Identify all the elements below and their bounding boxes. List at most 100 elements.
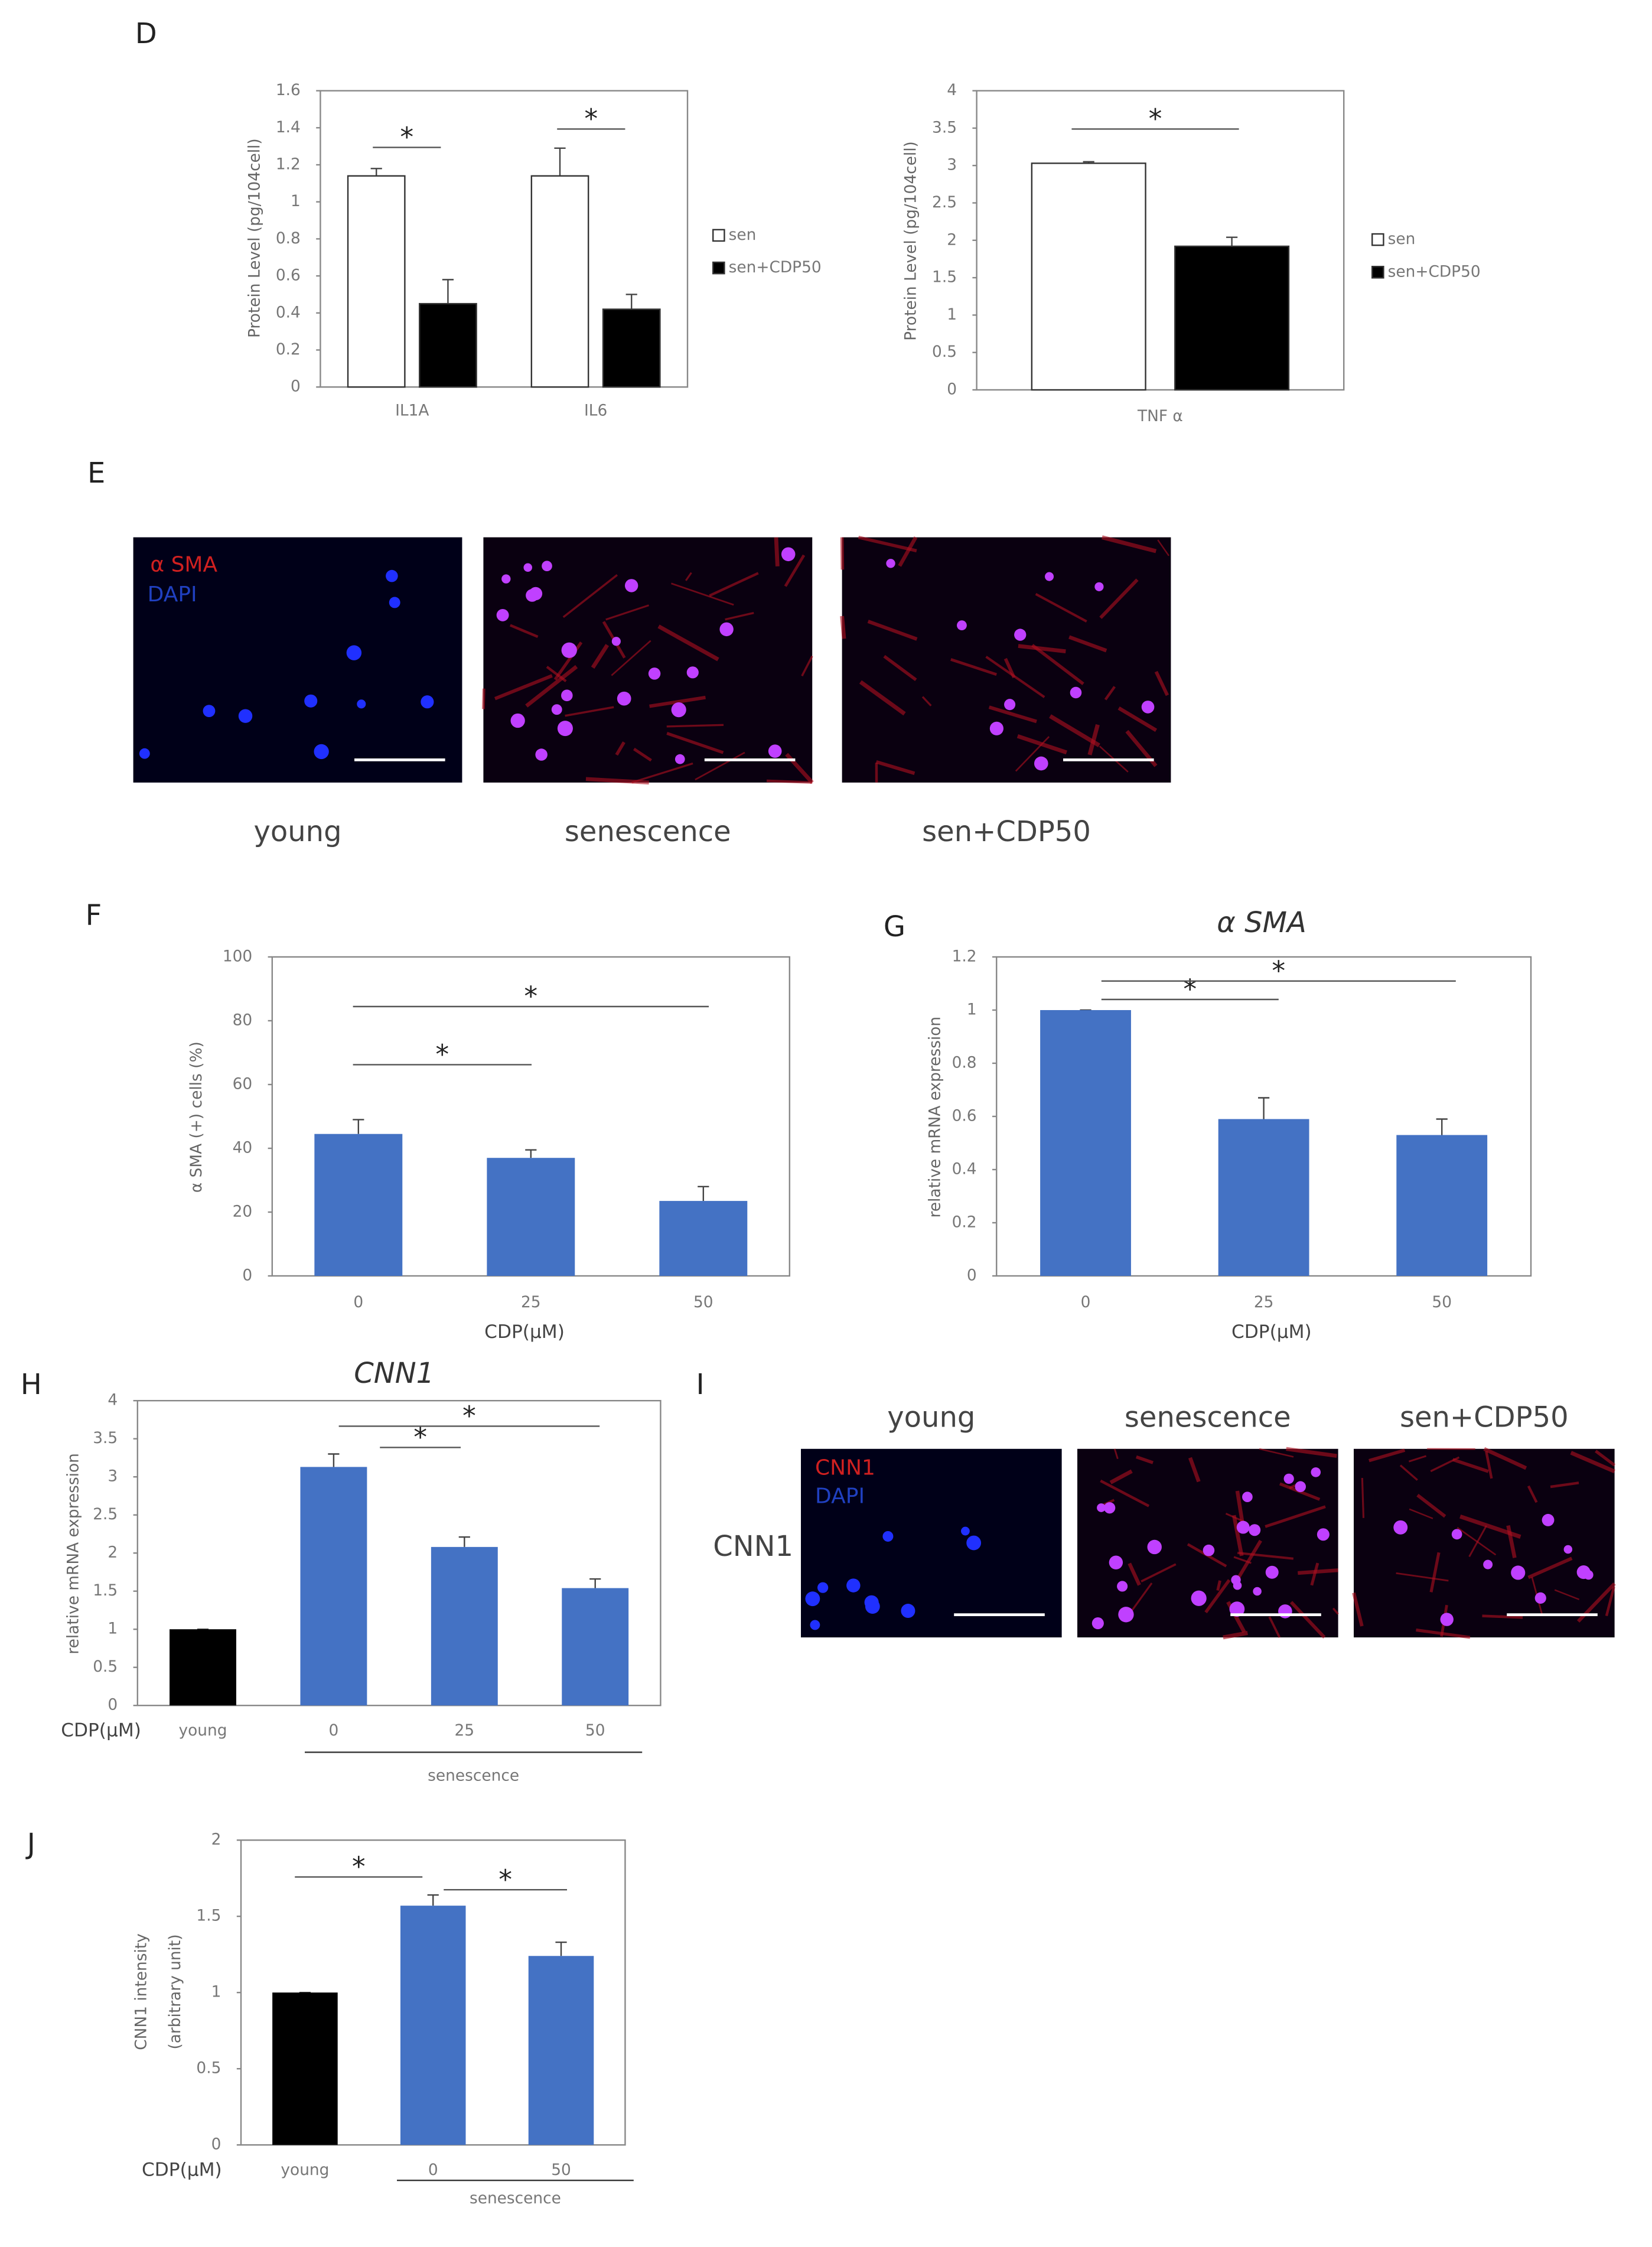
y-axis-label: CNN1 intensity [132, 1933, 151, 2050]
y-tick-label: 0.8 [276, 229, 301, 248]
significance-star: * [584, 103, 598, 135]
nucleus [989, 721, 1003, 735]
bar [347, 175, 406, 388]
fiber [898, 536, 918, 567]
nucleus [139, 748, 150, 759]
panel-letter: F [86, 899, 102, 932]
y-tick-label: 1 [291, 192, 301, 210]
nucleus [781, 547, 796, 562]
fiber [1235, 1490, 1245, 1526]
significance-star: * [1149, 103, 1162, 135]
micrograph [483, 537, 813, 783]
fiber [1102, 535, 1157, 553]
y-tick-label: 20 [233, 1203, 253, 1221]
fiber [1015, 736, 1050, 772]
significance-star: * [435, 1039, 449, 1070]
fiber [562, 574, 618, 618]
nucleus [648, 667, 661, 680]
fiber [1035, 592, 1087, 623]
legend-label: sen [1388, 230, 1416, 248]
bar [1040, 1010, 1131, 1276]
group-label: senescence [470, 2189, 561, 2207]
fiber [1188, 1457, 1201, 1483]
fiber [649, 695, 706, 708]
nucleus [961, 1526, 970, 1536]
y-tick-label: 1 [947, 305, 957, 324]
nucleus [1236, 1520, 1250, 1534]
x-tick-label: 50 [551, 2161, 571, 2179]
nucleus [671, 702, 686, 718]
nucleus [421, 695, 434, 709]
fiber [1482, 1614, 1523, 1619]
fiber [1457, 1526, 1497, 1556]
micrograph [133, 537, 462, 783]
chart-title: α SMA [1217, 906, 1306, 939]
fiber [985, 656, 1045, 698]
fiber [1141, 1563, 1177, 1582]
fiber [1099, 578, 1139, 619]
y-tick-label: 2 [211, 1831, 221, 1849]
stain-label: DAPI [148, 582, 197, 607]
x-tick-label: 0 [329, 1721, 339, 1740]
fiber [1236, 1539, 1262, 1581]
y-tick-label: 4 [947, 81, 957, 99]
y-tick-label: 0.6 [276, 266, 301, 285]
nucleus [1451, 1529, 1462, 1540]
nucleus [1317, 1528, 1330, 1541]
nucleus [238, 709, 253, 723]
fiber [1570, 1451, 1615, 1474]
y-tick-label: 3 [947, 156, 957, 174]
fiber [725, 611, 754, 621]
y-tick-label: 0.8 [952, 1054, 977, 1072]
significance-star: * [352, 1851, 366, 1883]
image-title: sen+CDP50 [1400, 1401, 1569, 1434]
legend-swatch [1371, 265, 1384, 279]
fiber [883, 654, 917, 682]
nucleus [557, 721, 573, 737]
fiber [633, 747, 652, 762]
fiber [1237, 1551, 1294, 1560]
nucleus [882, 1530, 894, 1542]
nucleus [501, 574, 511, 584]
y-tick-label: 0.2 [276, 340, 301, 359]
nucleus [624, 579, 638, 592]
bar [562, 1588, 629, 1706]
nucleus [1109, 1555, 1123, 1569]
fiber [565, 706, 614, 717]
nucleus [386, 569, 398, 582]
fiber [494, 674, 553, 701]
x-tick-label: 50 [693, 1293, 713, 1311]
panel-letter: G [884, 910, 905, 943]
y-tick-label: 0.5 [93, 1657, 118, 1676]
fiber [1154, 670, 1169, 696]
significance-star: * [1183, 973, 1197, 1005]
fiber [859, 680, 906, 716]
nucleus [496, 608, 509, 621]
fiber [1223, 1631, 1248, 1640]
micrograph [801, 1448, 1062, 1637]
y-tick-label: 60 [233, 1075, 253, 1093]
significance-star: * [462, 1401, 476, 1432]
fiber [482, 688, 486, 709]
nucleus [810, 1620, 820, 1630]
stain-label: α SMA [150, 553, 217, 577]
fiber [631, 762, 693, 784]
y-tick-label: 1.6 [276, 81, 301, 99]
nucleus [542, 561, 552, 572]
fiber [1204, 1579, 1231, 1614]
x-tick-label: young [179, 1721, 227, 1740]
nucleus [1229, 1601, 1245, 1617]
x-axis-label: CDP(μM) [142, 2159, 222, 2180]
nucleus [526, 589, 539, 602]
fiber [1031, 644, 1084, 685]
nucleus [304, 694, 318, 708]
x-tick-label: 25 [1254, 1293, 1274, 1311]
nucleus [1440, 1613, 1454, 1626]
nucleus [1104, 1502, 1116, 1514]
legend-swatch [712, 229, 725, 242]
panel-letter: E [87, 457, 105, 490]
nucleus [357, 699, 366, 709]
fiber [1527, 1485, 1538, 1503]
x-axis-label: CDP(μM) [61, 1720, 141, 1741]
chart-title: CNN1 [354, 1357, 434, 1390]
